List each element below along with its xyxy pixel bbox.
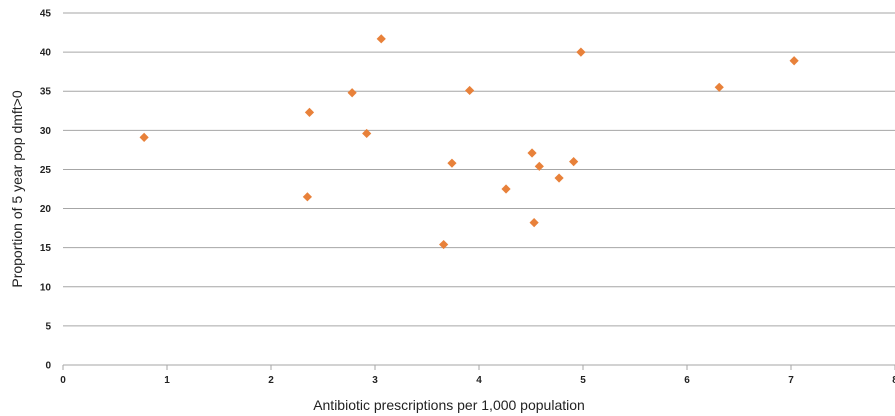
y-tick-label: 30 bbox=[40, 126, 52, 137]
x-tick-label: 3 bbox=[372, 375, 378, 386]
data-point bbox=[304, 107, 315, 117]
data-point bbox=[534, 161, 544, 171]
x-tick-label: 4 bbox=[476, 375, 482, 386]
data-point bbox=[529, 218, 539, 228]
x-axis-title: Antibiotic prescriptions per 1,000 popul… bbox=[313, 397, 585, 413]
data-point bbox=[501, 184, 511, 194]
data-point bbox=[576, 47, 586, 57]
x-tick-label: 6 bbox=[684, 375, 690, 386]
data-point bbox=[139, 132, 149, 142]
y-tick-label: 15 bbox=[40, 243, 52, 254]
axes bbox=[62, 364, 895, 370]
data-point bbox=[789, 56, 799, 66]
x-tick-label: 5 bbox=[580, 375, 586, 386]
y-tick-label: 40 bbox=[40, 48, 52, 59]
y-tick-label: 35 bbox=[40, 87, 52, 98]
data-point bbox=[569, 157, 579, 167]
data-point bbox=[439, 239, 449, 250]
x-tick-label: 0 bbox=[60, 375, 66, 386]
grid-lines bbox=[63, 12, 895, 327]
y-tick-label: 20 bbox=[40, 204, 52, 215]
y-tick-label: 45 bbox=[40, 9, 52, 20]
y-axis-title: Proportion of 5 year pop dmft>0 bbox=[9, 90, 25, 287]
data-point bbox=[347, 88, 357, 98]
data-point bbox=[376, 34, 386, 44]
y-tick-label: 10 bbox=[40, 282, 52, 293]
tick-labels: 051015202530354045012345678 bbox=[40, 9, 895, 387]
data-point bbox=[447, 158, 457, 168]
x-tick-label: 1 bbox=[164, 375, 170, 386]
data-point bbox=[362, 128, 372, 139]
data-point bbox=[714, 82, 724, 92]
y-tick-label: 5 bbox=[45, 321, 51, 332]
data-point bbox=[465, 85, 475, 96]
x-tick-label: 8 bbox=[892, 375, 895, 386]
y-tick-label: 0 bbox=[45, 361, 51, 372]
x-tick-label: 7 bbox=[788, 375, 794, 386]
data-point bbox=[302, 192, 312, 202]
x-tick-label: 2 bbox=[268, 375, 274, 386]
data-point bbox=[527, 148, 537, 158]
data-point bbox=[554, 173, 564, 183]
data-points bbox=[139, 34, 799, 250]
y-tick-label: 25 bbox=[40, 165, 52, 176]
